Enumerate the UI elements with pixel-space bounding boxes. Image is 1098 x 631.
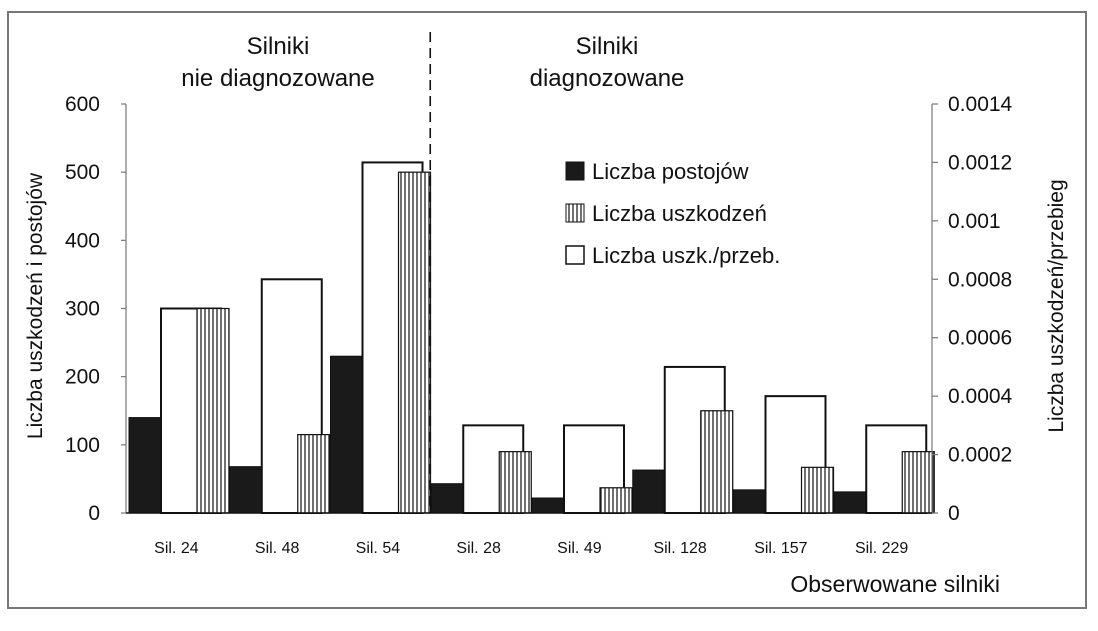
x-axis-title: Obserwowane silniki — [790, 571, 1000, 597]
y-tick-label-right: 0.0006 — [948, 327, 1012, 350]
bar-uszkodzen — [397, 171, 432, 514]
y-tick-label-left: 500 — [65, 161, 100, 184]
y-tick-label-left: 600 — [65, 93, 100, 116]
y-tick-label-left: 200 — [65, 366, 100, 389]
group-label-undiagnosed-line1: Silniki — [247, 33, 310, 60]
y-tick-label-left: 300 — [65, 298, 100, 321]
bar-uszkodzen — [599, 487, 633, 514]
group-label-undiagnosed-line2: nie diagnozowane — [181, 65, 375, 92]
bar-uszkodzen — [800, 466, 835, 514]
bar-postojow — [833, 491, 867, 514]
legend-swatch-uszk-przeb — [565, 245, 585, 265]
bar-postojow — [430, 483, 464, 514]
y-axis-left-title: Liczba uszkodzeń i postojów — [24, 172, 47, 439]
x-tick-label: Sil. 48 — [255, 540, 300, 557]
legend-label-postojow: Liczba postojów — [592, 159, 749, 184]
x-tick-label: Sil. 24 — [154, 540, 199, 557]
bar-postojow — [330, 355, 363, 514]
bar-uszkodzen — [901, 451, 935, 514]
y-tick-label-right: 0.0002 — [948, 444, 1012, 467]
bar-postojow — [531, 497, 565, 514]
group-label-diagnosed-line2: diagnozowane — [530, 65, 685, 92]
legend: Liczba postojów Liczba uszkodzeń Liczba … — [565, 159, 780, 268]
x-tick-label: Sil. 28 — [456, 540, 501, 557]
y-tick-label-right: 0.0012 — [948, 151, 1012, 174]
bar-postojow — [632, 469, 666, 514]
y-tick-label-right: 0.0008 — [948, 268, 1012, 291]
bar-postojow — [733, 489, 766, 514]
y-tick-label-right: 0.001 — [948, 210, 1001, 233]
y-tick-label-left: 100 — [65, 434, 100, 457]
bar-postojow — [229, 466, 263, 514]
bar-uszkodzen — [700, 410, 734, 514]
legend-label-uszkodzen: Liczba uszkodzeń — [592, 201, 767, 226]
y-axis-right-title: Liczba uszkodzeń/przebieg — [1045, 179, 1068, 432]
bar-uszkodzen — [196, 307, 230, 514]
figure-border — [7, 11, 1087, 609]
legend-swatch-postojow — [565, 161, 585, 181]
x-tick-label: Sil. 229 — [855, 540, 908, 557]
y-tick-label-left: 0 — [88, 502, 100, 525]
x-tick-label: Sil. 128 — [653, 540, 706, 557]
bar-uszkodzen — [498, 451, 532, 514]
y-tick-label-right: 0 — [948, 502, 960, 525]
x-tick-label: Sil. 54 — [356, 540, 401, 557]
bar-uszkodzen — [297, 434, 331, 514]
y-tick-label-right: 0.0004 — [948, 385, 1013, 408]
legend-label-uszk-przeb: Liczba uszk./przeb. — [592, 243, 780, 268]
x-tick-label: Sil. 49 — [557, 540, 602, 557]
legend-swatch-uszkodzen — [565, 203, 585, 223]
group-label-diagnosed-line1: Silniki — [576, 33, 639, 60]
x-tick-label: Sil. 157 — [754, 540, 807, 557]
y-tick-label-right: 0.0014 — [948, 93, 1013, 116]
y-tick-label-left: 400 — [65, 229, 100, 252]
bar-postojow — [128, 417, 162, 514]
